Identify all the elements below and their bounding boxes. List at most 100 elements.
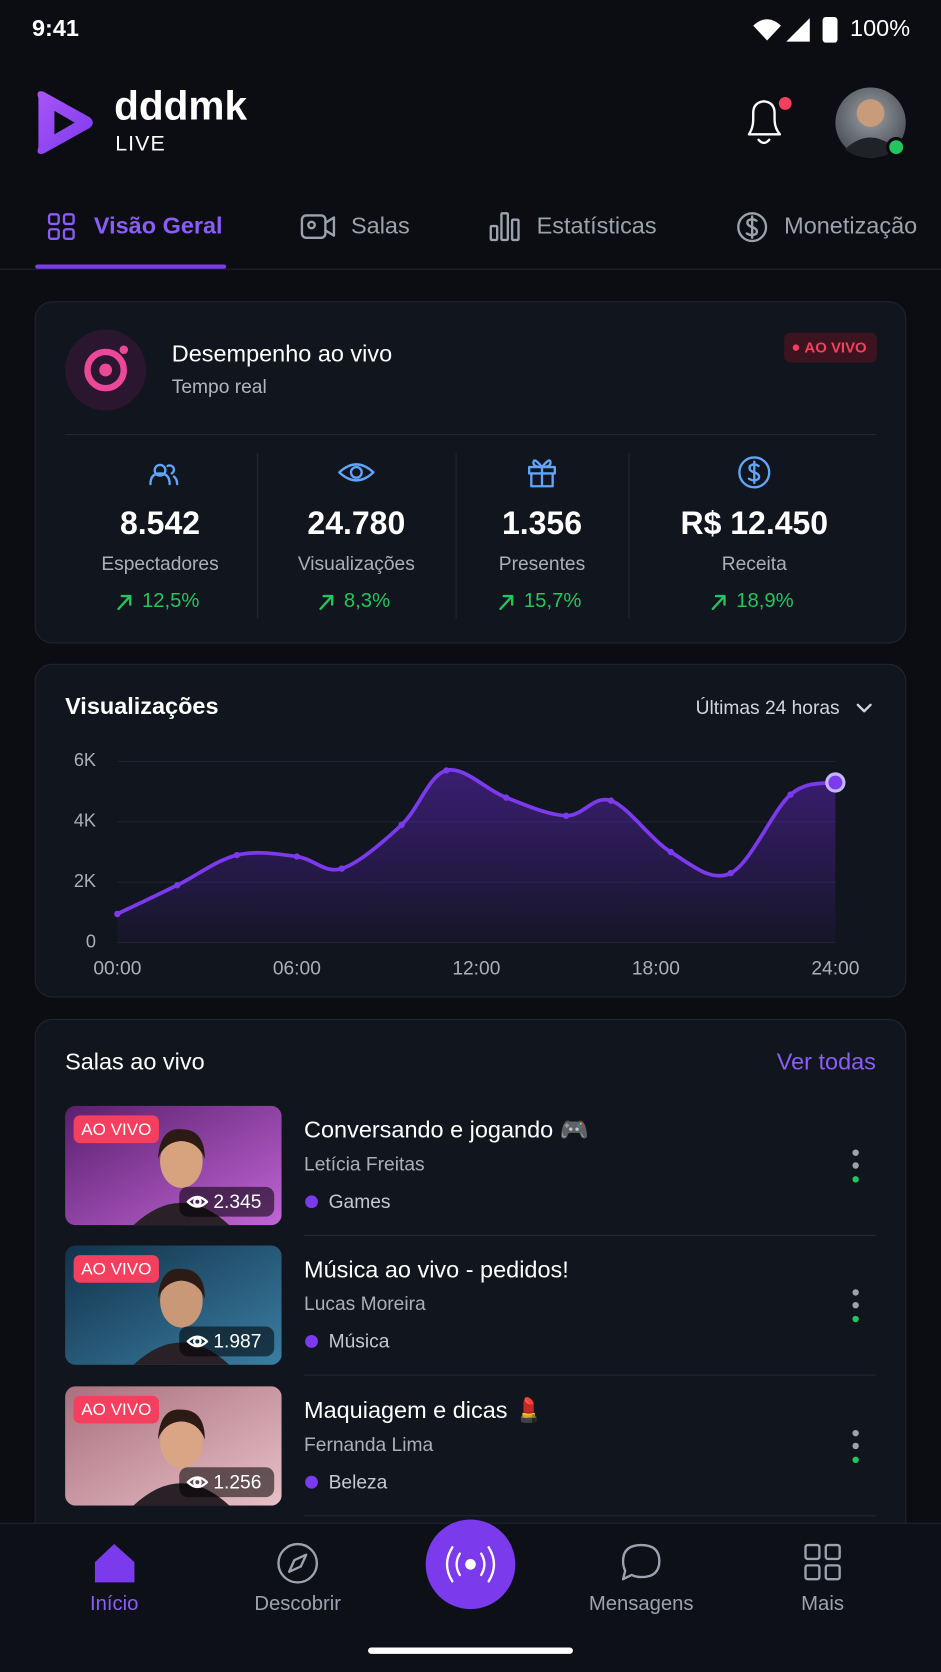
live-badge-text: AO VIVO — [804, 340, 866, 357]
live-badge — [73, 1395, 159, 1424]
person-hair — [157, 1268, 205, 1299]
live-badge-text: AO VIVO — [81, 1120, 151, 1139]
viewers-pill — [179, 1186, 275, 1217]
divider — [65, 433, 876, 436]
y-tick-label: 2K — [74, 871, 96, 891]
x-tick-label: 00:00 — [93, 958, 141, 979]
category-dot — [305, 1195, 318, 1209]
room-title[interactable]: Maquiagem e dicas 💄 — [304, 1396, 543, 1424]
stat-change: 8,3% — [344, 590, 390, 612]
viewers-pill — [179, 1467, 275, 1498]
row-divider — [304, 1234, 876, 1236]
point — [443, 767, 450, 774]
room-host: Lucas Moreira — [304, 1294, 426, 1315]
rooms-title: Salas ao vivo — [65, 1048, 205, 1074]
stat-value: 8.542 — [120, 505, 200, 541]
rooms: AO VIVO 2.345 Conversando e jogando 🎮 Letíc… — [65, 1105, 876, 1517]
person-head — [160, 1134, 203, 1188]
go-live-button[interactable] — [425, 1519, 516, 1610]
live-badge-text: AO VIVO — [81, 1400, 151, 1419]
card-subtitle: Tempo real — [172, 377, 267, 398]
area — [117, 769, 836, 943]
kebab-dot — [852, 1429, 859, 1437]
point — [173, 882, 181, 889]
stat-divider — [628, 453, 630, 619]
tab[interactable]: Monetização — [784, 212, 917, 238]
row-divider — [304, 1515, 876, 1517]
point — [667, 848, 675, 856]
stat-icon — [528, 459, 556, 488]
trend-arrow — [117, 594, 132, 611]
viewers-pill — [179, 1326, 275, 1357]
stat-value: 1.356 — [502, 505, 582, 541]
category-dot — [305, 1475, 318, 1489]
row-divider — [304, 1374, 876, 1376]
kebab-dot — [852, 1162, 859, 1169]
point — [503, 794, 510, 801]
nav-item[interactable]: Mensagens — [589, 1593, 694, 1615]
nav-icons — [94, 1542, 841, 1584]
person-hair — [157, 1129, 205, 1160]
person-hair — [157, 1409, 205, 1440]
chart: 0 2K 4K 6K 00:00 06:00 12:00 18:00 24:00 — [74, 750, 860, 979]
point — [114, 910, 121, 918]
stat-label: Receita — [722, 554, 787, 575]
trend-arrow — [711, 594, 726, 611]
room-category: Games — [329, 1192, 391, 1213]
category-dot — [305, 1335, 318, 1348]
stat-value: 24.780 — [307, 505, 405, 541]
viewer-count: 1.987 — [213, 1332, 261, 1353]
stat-value: R$ 12.450 — [680, 505, 828, 541]
person-head — [160, 1415, 203, 1469]
more-button[interactable] — [852, 1289, 859, 1323]
eye-icon — [186, 1195, 209, 1208]
tabs-divider — [0, 268, 941, 270]
eye-icon — [186, 1335, 209, 1348]
point — [293, 853, 301, 860]
logo — [37, 91, 93, 154]
kebab-dot — [852, 1149, 859, 1156]
tab[interactable]: Salas — [351, 212, 410, 238]
live-badge — [73, 1115, 159, 1144]
nav-item[interactable]: Mais — [801, 1593, 844, 1615]
brand-sub: LIVE — [115, 132, 166, 156]
tab-indicator — [35, 264, 227, 269]
more-button[interactable] — [852, 1149, 859, 1183]
card-title: Desempenho ao vivo — [172, 340, 392, 366]
x-tick-label: 24:00 — [811, 958, 859, 979]
eye-icon — [186, 1476, 209, 1489]
kebab-dot — [852, 1289, 859, 1296]
trend-arrow — [499, 594, 514, 611]
kebab-dot — [852, 1176, 859, 1183]
notification-bell[interactable] — [747, 97, 792, 145]
period-selector[interactable]: Últimas 24 horas — [696, 697, 840, 719]
more-button[interactable] — [852, 1429, 859, 1463]
y-tick-label: 0 — [86, 931, 96, 951]
tab[interactable]: Visão Geral — [94, 212, 223, 238]
live-badge — [784, 332, 877, 363]
x-tick-label: 18:00 — [632, 958, 680, 979]
stat-divider — [455, 453, 457, 619]
tab-icons — [47, 212, 768, 243]
room-title[interactable]: Conversando e jogando 🎮 — [304, 1117, 589, 1143]
trend-arrow — [319, 594, 334, 611]
kebab-dot — [852, 1301, 859, 1309]
room-host: Letícia Freitas — [304, 1155, 425, 1176]
stat-icon — [738, 456, 771, 489]
tab[interactable]: Estatísticas — [537, 212, 657, 238]
y-tick-label: 4K — [74, 811, 96, 831]
point — [398, 821, 405, 829]
room-category: Beleza — [329, 1472, 388, 1493]
person-head — [160, 1274, 203, 1328]
point — [727, 869, 734, 877]
nav-item[interactable]: Descobrir — [254, 1593, 341, 1615]
see-all-link[interactable]: Ver todas — [777, 1048, 876, 1074]
home-indicator — [368, 1647, 573, 1654]
avatar[interactable] — [835, 87, 907, 158]
nav-item[interactable]: Início — [90, 1593, 138, 1615]
x-tick-label: 06:00 — [273, 958, 321, 979]
stat-change: 18,9% — [736, 590, 793, 612]
room-title[interactable]: Música ao vivo - pedidos! — [304, 1256, 569, 1282]
point — [338, 865, 345, 872]
